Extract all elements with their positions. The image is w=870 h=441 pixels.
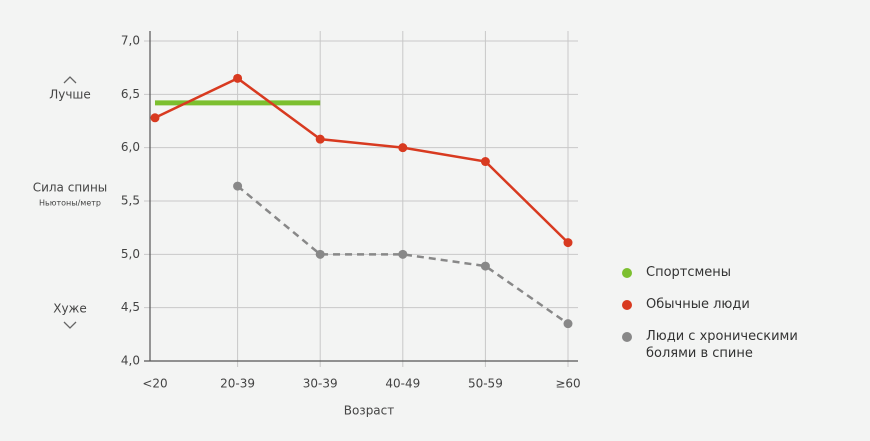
series-line — [236, 185, 569, 325]
x-tick-label: ≥60 — [555, 377, 580, 391]
legend-item: Обычные люди — [622, 296, 822, 313]
x-tick-label: <20 — [142, 377, 167, 391]
data-point — [398, 249, 408, 259]
legend-label: Спортсмены — [646, 265, 732, 280]
y-unit: Ньютоны/метр — [39, 199, 101, 208]
data-point — [233, 181, 243, 191]
worse-label: Хуже — [53, 302, 87, 316]
legend-swatch — [622, 332, 632, 342]
legend-swatch — [622, 268, 632, 278]
legend: Спортсмены Обычные люди Люди с хроническим… — [622, 264, 822, 377]
data-point — [315, 249, 325, 259]
data-point — [398, 143, 408, 153]
series-line — [154, 76, 569, 244]
data-point — [150, 113, 160, 123]
y-tick-label: 5,5 — [121, 194, 140, 208]
data-point — [233, 73, 243, 83]
data-point — [480, 157, 490, 167]
down-chevron — [63, 321, 77, 329]
x-tick-label: 50-59 — [468, 377, 503, 391]
y-tick-label: 5,0 — [121, 247, 140, 261]
y-tick-label: 7,0 — [121, 34, 140, 48]
legend-swatch — [622, 300, 632, 310]
up-chevron — [63, 76, 77, 84]
x-tick-label: 40-49 — [385, 377, 420, 391]
data-point — [315, 134, 325, 144]
data-point — [563, 238, 573, 248]
legend-label: Обычные люди — [646, 297, 750, 312]
better-label: Лучше — [49, 88, 91, 102]
legend-item: Люди с хроническими болями в спине — [622, 328, 822, 362]
y-tick-label: 6,5 — [121, 87, 140, 101]
y-axis-label: Сила спины — [33, 181, 108, 195]
data-point — [480, 261, 490, 271]
x-axis-label: Возраст — [344, 404, 395, 418]
x-tick-label: 30-39 — [303, 377, 338, 391]
x-tick-label: 20-39 — [220, 377, 255, 391]
y-tick-label: 6,0 — [121, 140, 140, 154]
data-point — [563, 319, 573, 329]
legend-item: Спортсмены — [622, 264, 822, 281]
y-tick-label: 4,5 — [121, 300, 140, 314]
legend-label: Люди с хроническими болями в спине — [646, 329, 798, 361]
y-tick-label: 4,0 — [121, 354, 140, 368]
